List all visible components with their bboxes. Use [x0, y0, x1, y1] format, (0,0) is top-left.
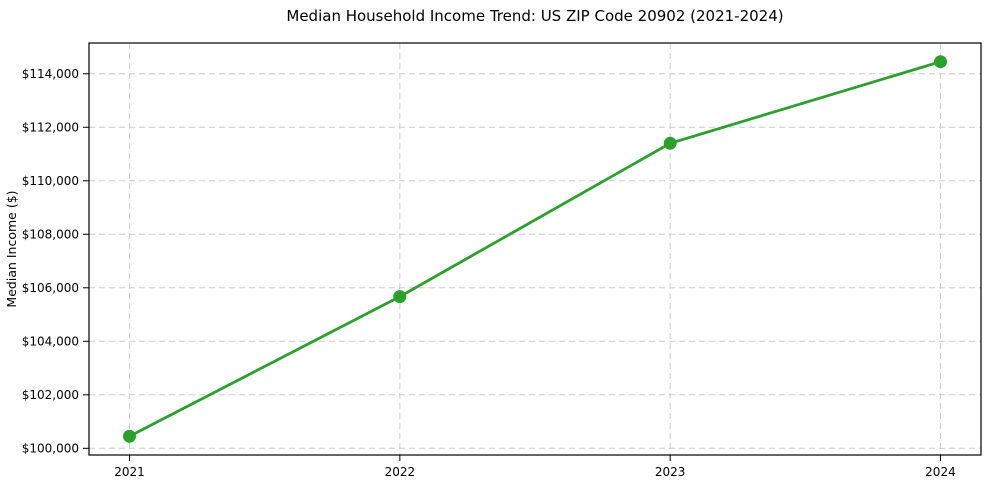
series-layer [123, 55, 947, 443]
y-tick-label: $114,000 [22, 67, 79, 81]
grid-layer [89, 43, 981, 455]
chart-title: Median Household Income Trend: US ZIP Co… [286, 7, 783, 25]
data-point-2021 [123, 429, 136, 443]
trend-line [128, 60, 942, 438]
y-tick-label: $108,000 [22, 227, 79, 241]
y-tick-label: $100,000 [22, 441, 79, 455]
data-point-2024 [934, 55, 947, 69]
plot-border [88, 42, 982, 456]
y-tick-label: $104,000 [22, 334, 79, 348]
y-axis-title: Median Income ($) [4, 190, 19, 307]
x-tick-label: 2024 [925, 465, 956, 479]
x-tick-label: 2022 [385, 465, 416, 479]
x-tick-label: 2021 [114, 465, 145, 479]
y-tick-label: $112,000 [22, 120, 79, 134]
y-tick-label: $110,000 [22, 174, 79, 188]
axes-layer: $100,000 $102,000 $104,000 $106,000 $108,000… [22, 42, 982, 479]
y-tick-label: $102,000 [22, 388, 79, 402]
x-tick-label: 2023 [655, 465, 686, 479]
data-point-2022 [393, 290, 407, 304]
data-point-2023 [663, 136, 677, 150]
y-tick-label: $106,000 [22, 281, 79, 295]
